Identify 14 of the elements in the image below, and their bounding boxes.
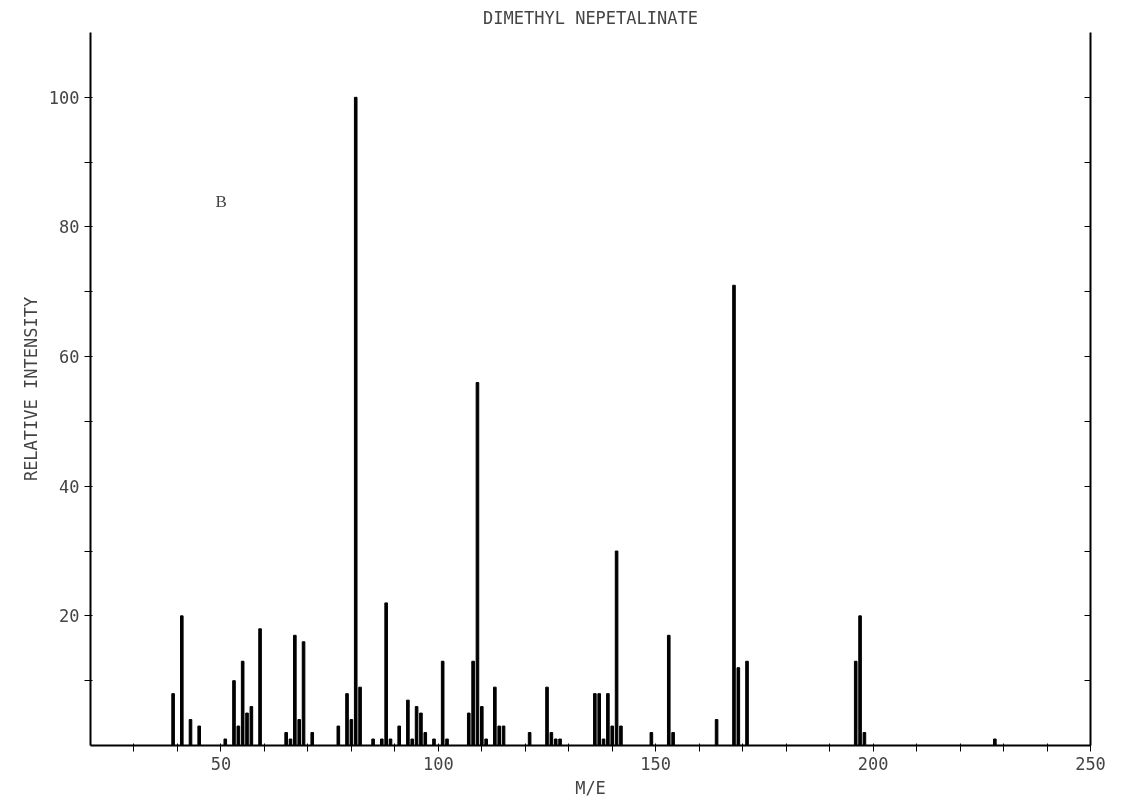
y-tick-label: 100: [48, 87, 80, 108]
x-tick-label: 50: [210, 753, 232, 774]
x-tick-label: 150: [640, 753, 672, 774]
chart-title: DIMETHYL NEPETALINATE: [483, 7, 698, 28]
x-tick-label: 100: [422, 753, 454, 774]
x-tick-label: 200: [857, 753, 889, 774]
y-axis-title: RELATIVE INTENSITY: [20, 296, 41, 482]
y-tick-label: 80: [59, 217, 80, 238]
y-tick-label: 20: [59, 606, 80, 627]
y-tick-label: 40: [59, 476, 80, 497]
x-axis-title: M/E: [575, 777, 606, 798]
x-tick-label: 250: [1075, 753, 1106, 774]
y-tick-label: 60: [59, 347, 80, 368]
annotation: B: [215, 191, 227, 211]
